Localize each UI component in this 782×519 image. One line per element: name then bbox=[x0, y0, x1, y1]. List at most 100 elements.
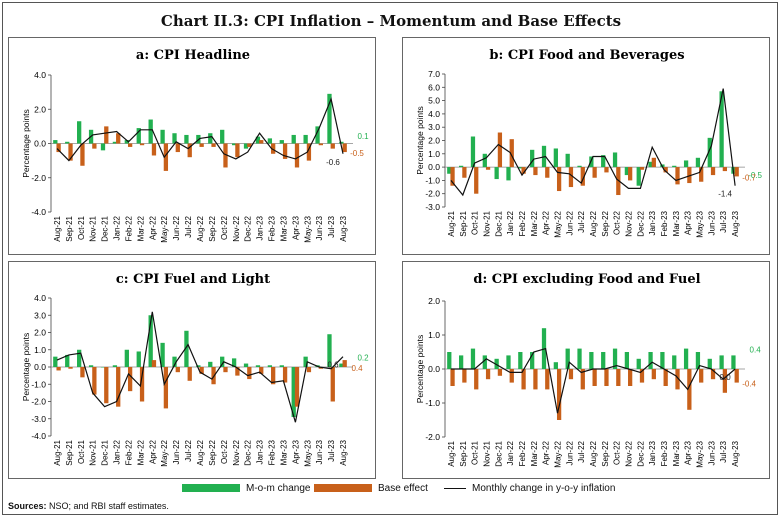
x-tick-label: Dec-22 bbox=[244, 215, 253, 241]
x-tick-label: Apr-22 bbox=[542, 210, 551, 235]
bar-mom-change bbox=[172, 133, 177, 144]
bar-base-effect bbox=[663, 369, 668, 386]
bar-base-effect bbox=[699, 369, 704, 383]
panel-cpi-fuel-light: c: CPI Fuel and Light Percentage points -4… bbox=[8, 261, 376, 479]
x-tick-label: Sep-22 bbox=[208, 215, 217, 241]
x-tick-label: Aug-21 bbox=[53, 215, 62, 241]
end-annotation: 0.0 bbox=[720, 373, 732, 382]
bar-base-effect bbox=[675, 369, 680, 390]
bar-base-effect bbox=[616, 369, 621, 386]
x-tick-label: Apr-23 bbox=[291, 215, 300, 240]
bar-mom-change bbox=[339, 141, 344, 144]
x-tick-label: Mar-23 bbox=[672, 210, 681, 236]
bar-mom-change bbox=[458, 165, 464, 168]
end-annotation: -0.5 bbox=[748, 171, 762, 180]
bar-mom-change bbox=[136, 351, 141, 367]
bar-base-effect bbox=[342, 360, 347, 367]
legend-label-base: Base effect bbox=[378, 482, 428, 494]
bar-mom-change bbox=[636, 167, 641, 186]
bar-base-effect bbox=[450, 369, 455, 386]
bar-mom-change bbox=[482, 355, 487, 369]
bar-mom-change bbox=[683, 160, 689, 168]
end-annotation: -0.4 bbox=[742, 380, 756, 389]
x-tick-label: Jan-23 bbox=[648, 210, 657, 235]
bar-mom-change bbox=[339, 363, 344, 367]
x-tick-label: Apr-22 bbox=[542, 440, 551, 465]
x-tick-label: Jan-22 bbox=[506, 210, 515, 235]
bar-base-effect bbox=[675, 167, 680, 185]
bar-mom-change bbox=[494, 167, 499, 180]
end-annotation: 0.4 bbox=[750, 345, 762, 354]
bar-mom-change bbox=[220, 129, 225, 144]
x-tick-label: Nov-21 bbox=[482, 440, 491, 466]
bar-base-effect bbox=[259, 140, 264, 144]
y-tick-label: -2.0 bbox=[425, 189, 440, 199]
x-tick-label: Aug-23 bbox=[339, 439, 348, 465]
x-tick-label: Dec-22 bbox=[244, 439, 253, 465]
y-tick-label: -4.0 bbox=[31, 431, 46, 441]
panel-cpi-headline: a: CPI Headline Percentage points -4.0 -2.0… bbox=[8, 37, 376, 255]
x-tick-label: Mar-22 bbox=[530, 440, 539, 466]
y-tick-label: -3.0 bbox=[31, 414, 46, 424]
bar-mom-change bbox=[124, 349, 129, 367]
bar-base-effect bbox=[306, 367, 312, 373]
bar-mom-change bbox=[327, 93, 332, 144]
bar-base-effect bbox=[497, 369, 503, 376]
bar-base-effect bbox=[271, 143, 276, 154]
bar-base-effect bbox=[223, 367, 228, 373]
bar-base-effect bbox=[259, 367, 264, 374]
y-tick-label: 1.0 bbox=[34, 345, 46, 355]
bar-base-effect bbox=[294, 367, 300, 407]
y-axis-label: Percentage points bbox=[415, 106, 425, 175]
bar-base-effect bbox=[687, 369, 692, 410]
bar-mom-change bbox=[530, 352, 535, 369]
x-tick-label: Nov-22 bbox=[232, 439, 241, 465]
bar-base-effect bbox=[294, 143, 300, 168]
panel-cpi-food-beverages: b: CPI Food and Beverages Percentage poin… bbox=[402, 37, 770, 255]
x-tick-label: Aug-21 bbox=[447, 440, 456, 466]
x-tick-label: Oct-21 bbox=[471, 210, 480, 235]
bar-mom-change bbox=[553, 148, 558, 168]
bar-mom-change bbox=[112, 141, 118, 144]
bar-base-effect bbox=[163, 367, 169, 409]
bar-mom-change bbox=[77, 349, 82, 367]
sources-text: NSO; and RBI staff estimates. bbox=[49, 501, 169, 511]
bar-base-effect bbox=[104, 126, 109, 144]
bar-mom-change bbox=[77, 121, 82, 144]
bar-base-effect bbox=[92, 367, 97, 395]
x-tick-label: Jun-22 bbox=[172, 439, 181, 464]
x-tick-label: Mar-23 bbox=[279, 215, 288, 241]
bar-mom-change bbox=[160, 129, 165, 144]
bar-mom-change bbox=[148, 119, 153, 144]
bar-mom-change bbox=[470, 136, 476, 168]
bar-mom-change bbox=[243, 363, 249, 367]
x-tick-label: Nov-22 bbox=[625, 440, 634, 466]
x-tick-label: Sep-22 bbox=[601, 210, 610, 236]
bar-base-effect bbox=[604, 369, 609, 386]
bar-mom-change bbox=[565, 153, 570, 168]
bar-base-effect bbox=[223, 143, 228, 168]
line-yoy-change bbox=[56, 96, 344, 162]
legend-swatch-mom bbox=[182, 484, 240, 492]
bar-mom-change bbox=[231, 143, 237, 146]
bar-base-effect bbox=[282, 143, 288, 159]
bar-mom-change bbox=[482, 153, 487, 168]
bar-base-effect bbox=[116, 133, 121, 144]
bar-base-effect bbox=[485, 369, 491, 380]
x-tick-label: Jan-23 bbox=[256, 215, 265, 240]
x-tick-label: Oct-22 bbox=[613, 210, 622, 235]
x-tick-label: Dec-21 bbox=[101, 439, 110, 465]
x-tick-label: Jun-23 bbox=[707, 210, 716, 235]
bar-base-effect bbox=[628, 369, 633, 386]
chart-cpi-headline: a: CPI Headline Percentage points -4.0 -2.0… bbox=[21, 48, 369, 243]
x-tick-label: Jun-23 bbox=[315, 215, 324, 240]
end-annotation: 0.2 bbox=[357, 354, 369, 363]
bar-base-effect bbox=[533, 369, 538, 390]
x-tick-label: Nov-21 bbox=[89, 439, 98, 465]
x-tick-label: May-22 bbox=[554, 440, 563, 467]
x-tick-label: Jul-22 bbox=[184, 439, 193, 461]
bar-base-effect bbox=[450, 167, 455, 186]
bar-mom-change bbox=[518, 352, 523, 369]
x-tick-label: May-22 bbox=[160, 439, 169, 466]
bar-base-effect bbox=[211, 143, 216, 147]
